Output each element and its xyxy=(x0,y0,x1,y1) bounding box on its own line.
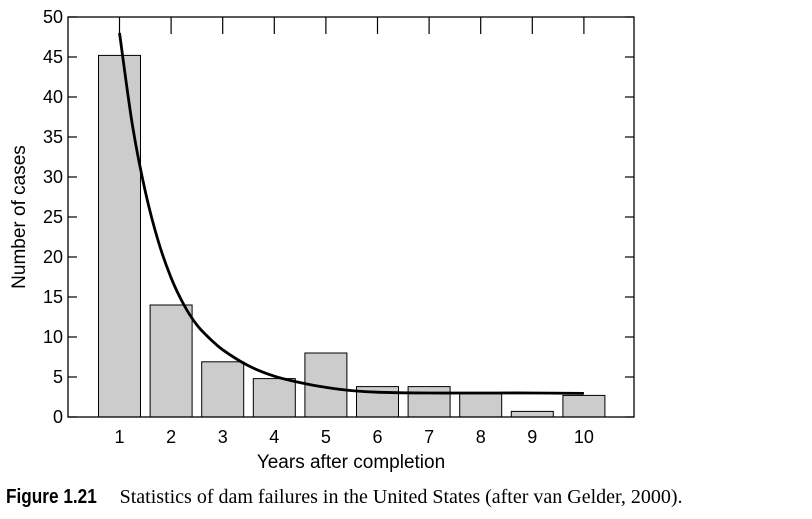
bar-9 xyxy=(510,410,554,418)
x-tick-label: 2 xyxy=(166,427,176,447)
bar-8 xyxy=(459,393,503,418)
x-tick-label: 6 xyxy=(372,427,382,447)
bar-3 xyxy=(201,361,245,418)
figure-caption: Figure 1.21 Statistics of dam failures in… xyxy=(6,486,683,509)
figure-caption-label: Figure 1.21 xyxy=(6,486,97,508)
x-tick-label: 9 xyxy=(527,427,537,447)
x-tick-label: 10 xyxy=(574,427,594,447)
bar-1 xyxy=(98,54,141,418)
y-tick-label: 35 xyxy=(43,127,63,147)
x-tick-label: 7 xyxy=(424,427,434,447)
x-axis-title: Years after completion xyxy=(257,452,445,473)
fit-curve xyxy=(118,32,584,395)
x-tick-label: 3 xyxy=(218,427,228,447)
y-tick-label: 45 xyxy=(43,47,63,67)
y-tick-label: 20 xyxy=(43,247,63,267)
y-tick-label: 25 xyxy=(43,207,63,227)
x-tick-label: 8 xyxy=(476,427,486,447)
y-axis-title: Number of cases xyxy=(9,145,30,289)
ticks xyxy=(68,16,634,418)
y-tick-label: 0 xyxy=(53,407,63,427)
y-tick-label: 50 xyxy=(43,7,63,27)
y-tick-label: 30 xyxy=(43,167,63,187)
bar-4 xyxy=(252,378,296,418)
x-tick-label: 5 xyxy=(321,427,331,447)
x-tick-label: 4 xyxy=(269,427,279,447)
y-tick-label: 5 xyxy=(53,367,63,387)
bar-2 xyxy=(149,304,193,418)
x-tick-label: 1 xyxy=(114,427,124,447)
y-tick-label: 15 xyxy=(43,287,63,307)
y-tick-label: 10 xyxy=(43,327,63,347)
bar-10 xyxy=(562,394,606,418)
bars xyxy=(98,54,606,418)
figure-caption-text: Statistics of dam failures in the United… xyxy=(119,486,683,508)
y-tick-label: 40 xyxy=(43,87,63,107)
bar-7 xyxy=(407,386,451,418)
